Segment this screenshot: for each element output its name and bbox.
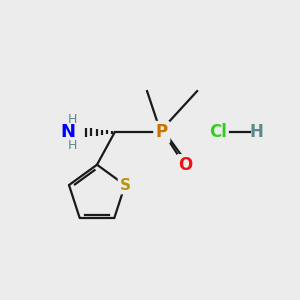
Text: O: O — [178, 156, 193, 174]
Text: H: H — [249, 123, 263, 141]
Text: Cl: Cl — [209, 123, 227, 141]
Text: N: N — [60, 123, 75, 141]
Text: H: H — [68, 112, 77, 126]
Text: P: P — [156, 123, 168, 141]
Text: H: H — [68, 139, 77, 152]
Text: S: S — [119, 178, 130, 193]
